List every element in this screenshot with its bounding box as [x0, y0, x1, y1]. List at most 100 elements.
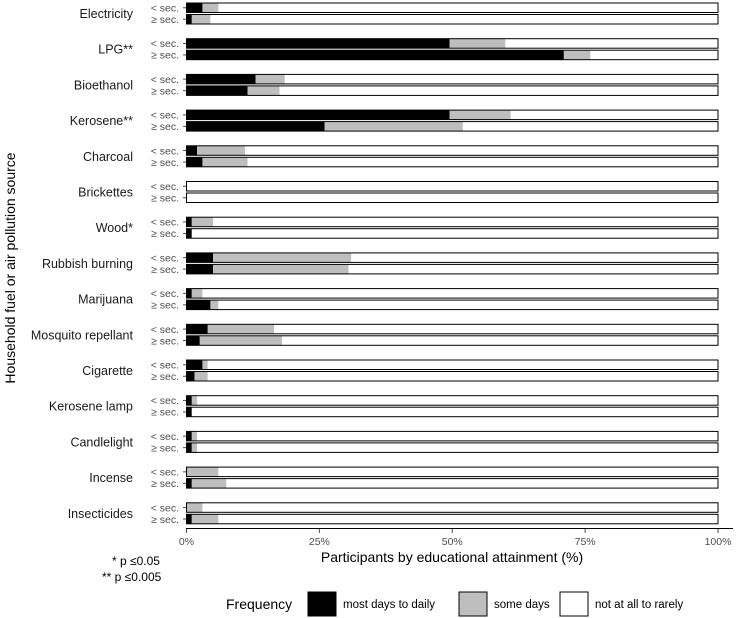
bar-segment-most-days: [186, 157, 203, 167]
bar-segment-most-days: [186, 121, 325, 132]
x-tick-label: 0%: [179, 536, 194, 548]
bar-segment-rarely: [213, 217, 718, 227]
bar-segment-rarely: [197, 431, 718, 441]
legend-swatch-most-days: [307, 591, 337, 617]
bar-segment-most-days: [186, 288, 192, 299]
bar-segment-most-days: [186, 50, 564, 60]
subgroup-label: ≥ sec.: [151, 514, 179, 526]
bar-outline: [186, 263, 719, 275]
bar-segment-rarely: [197, 442, 718, 453]
bar-segment-some-days: [186, 467, 219, 477]
bar-outline: [186, 38, 719, 49]
bar-outline: [186, 406, 719, 418]
bar-outline: [186, 228, 719, 239]
bar-segment-most-days: [186, 3, 203, 13]
bar-outline: [186, 252, 719, 263]
bar-segment-some-days: [186, 502, 203, 513]
bar-segment-some-days: [191, 288, 203, 299]
bar-segment-some-days: [191, 478, 227, 489]
category-label-kerosene: Kerosene**: [70, 114, 133, 128]
bar-outline: [186, 2, 719, 13]
subgroup-label: ≥ sec.: [151, 335, 179, 347]
subgroup-label: ≥ sec.: [151, 193, 179, 205]
bar-segment-most-days: [186, 264, 214, 274]
bar-outline: [186, 502, 719, 513]
bar-segment-some-days: [202, 3, 219, 13]
bar-segment-some-days: [191, 431, 198, 441]
bar-segment-some-days: [191, 395, 198, 406]
bar-segment-some-days: [449, 110, 511, 120]
category-label-insecticides: Insecticides: [68, 507, 133, 521]
bar-segment-most-days: [186, 442, 192, 453]
bar-segment-most-days: [186, 478, 192, 489]
bar-segment-rarely: [510, 110, 718, 120]
bar-segment-most-days: [186, 514, 192, 524]
subgroup-label: < sec.: [151, 324, 179, 336]
bar-outline: [186, 395, 719, 406]
subgroup-label: ≥ sec.: [151, 121, 179, 133]
bar-outline: [186, 513, 719, 525]
bar-segment-rarely: [247, 157, 718, 167]
subgroup-label: < sec.: [151, 431, 179, 443]
bar-outline: [186, 299, 719, 311]
bar-segment-some-days: [255, 74, 285, 84]
x-tick-label: 75%: [575, 536, 596, 548]
bar-outline: [186, 156, 719, 168]
legend-title: Frequency: [226, 596, 292, 612]
category-label-mosquito-repellant: Mosquito repellant: [31, 328, 134, 342]
subgroup-label: < sec.: [151, 38, 179, 50]
bar-segment-rarely: [218, 3, 718, 13]
bar-segment-some-days: [194, 371, 208, 381]
x-tick-label: 100%: [705, 536, 732, 548]
subgroup-label: ≥ sec.: [151, 264, 179, 276]
bar-segment-some-days: [247, 85, 280, 96]
subgroup-label: ≥ sec.: [151, 442, 179, 454]
bar-segment-some-days: [202, 157, 248, 167]
legend-label-rarely: not at all to rarely: [595, 599, 683, 611]
bar-segment-most-days: [186, 74, 256, 84]
category-label-wood: Wood*: [96, 221, 133, 235]
subgroup-label: < sec.: [151, 110, 179, 122]
bar-segment-rarely: [218, 300, 718, 310]
subgroup-label: < sec.: [151, 181, 179, 193]
category-label-rubbish-burning: Rubbish burning: [42, 257, 133, 271]
category-label-brickettes: Brickettes: [78, 186, 133, 200]
bar-segment-some-days: [213, 252, 352, 263]
bar-segment-most-days: [186, 14, 192, 24]
bar-segment-some-days: [191, 217, 214, 227]
subgroup-label: ≥ sec.: [151, 14, 179, 26]
bar-segment-most-days: [186, 217, 192, 227]
legend-swatch-rarely: [559, 591, 589, 617]
category-label-lpg: LPG**: [98, 43, 133, 57]
bar-outline: [186, 371, 719, 382]
bar-segment-rarely: [207, 360, 718, 370]
bar-segment-most-days: [186, 360, 203, 370]
bar-segment-rarely: [202, 288, 718, 299]
bar-segment-some-days: [199, 335, 283, 346]
x-tick-label: 25%: [309, 536, 330, 548]
legend-label-most-days: most days to daily: [343, 599, 435, 611]
subgroup-label: ≥ sec.: [151, 50, 179, 62]
bar-segment-rarely: [186, 181, 718, 191]
subgroup-label: < sec.: [151, 395, 179, 407]
bar-outline: [186, 109, 719, 121]
x-tick-label: 50%: [442, 536, 463, 548]
bar-segment-most-days: [186, 85, 248, 96]
subgroup-label: < sec.: [151, 467, 179, 479]
y-axis-labels: Electricity < sec.≥ sec.LPG** < sec.≥ sec.…: [31, 3, 186, 526]
bar-outline: [186, 323, 719, 335]
bar-segment-rarely: [191, 407, 718, 417]
bar-segment-some-days: [449, 38, 506, 49]
subgroup-label: ≥ sec.: [151, 300, 179, 312]
bar-segment-rarely: [351, 252, 718, 263]
bar-segment-some-days: [197, 145, 245, 156]
bar-segment-most-days: [186, 300, 211, 310]
category-label-cigarette: Cigarette: [82, 364, 133, 378]
category-label-kerosene-lamp: Kerosene lamp: [49, 400, 133, 414]
bar-segment-some-days: [202, 360, 208, 370]
bar-outline: [186, 216, 719, 228]
subgroup-label: < sec.: [151, 3, 179, 15]
category-label-candlelight: Candlelight: [70, 435, 133, 449]
subgroup-label: ≥ sec.: [151, 157, 179, 169]
